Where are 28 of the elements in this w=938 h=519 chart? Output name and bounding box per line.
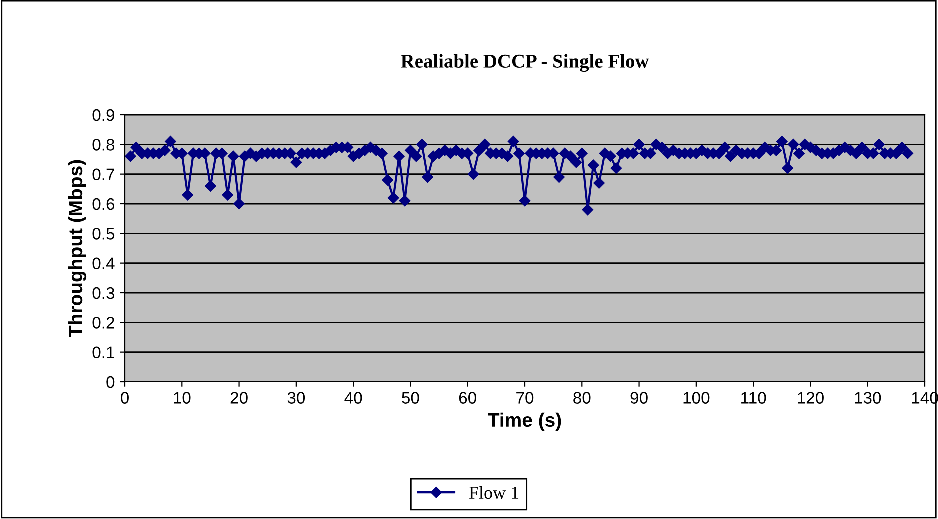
x-tick-label: 50 bbox=[402, 392, 420, 404]
x-tick-label: 120 bbox=[798, 392, 824, 404]
x-tick-label: 30 bbox=[288, 392, 306, 404]
y-tick-label: 0.4 bbox=[92, 258, 115, 270]
x-tick-label: 40 bbox=[344, 392, 362, 404]
x-tick-label: 0 bbox=[121, 392, 129, 404]
x-tick-label: 70 bbox=[516, 392, 534, 404]
y-tick-label: 0.9 bbox=[92, 109, 114, 122]
y-tick-label: 0.8 bbox=[92, 139, 115, 151]
legend-label: Flow 1 bbox=[469, 486, 519, 500]
y-tick-label: 0.2 bbox=[92, 317, 114, 329]
x-tick-label: 10 bbox=[174, 392, 191, 404]
x-axis-title: Time (s) bbox=[488, 412, 562, 431]
y-tick-label: 0.1 bbox=[92, 346, 114, 359]
y-tick-label: 0.6 bbox=[92, 198, 115, 210]
x-tick-label: 20 bbox=[230, 392, 248, 404]
x-tick-label: 130 bbox=[855, 392, 882, 404]
x-tick-label: 90 bbox=[630, 392, 648, 404]
chart-title: Realiable DCCP - Single Flow bbox=[401, 54, 650, 72]
x-tick-label: 80 bbox=[574, 392, 591, 404]
y-axis-title: Throughput (Mbps) bbox=[68, 160, 87, 338]
y-tick-label: 0.7 bbox=[92, 168, 114, 181]
y-tick-label: 0.3 bbox=[92, 287, 115, 300]
y-tick-label: 0 bbox=[106, 376, 115, 388]
x-tick-label: 60 bbox=[459, 392, 476, 404]
x-tick-label: 110 bbox=[742, 392, 766, 404]
x-tick-label: 100 bbox=[684, 392, 710, 404]
y-tick-label: 0.5 bbox=[92, 228, 115, 240]
